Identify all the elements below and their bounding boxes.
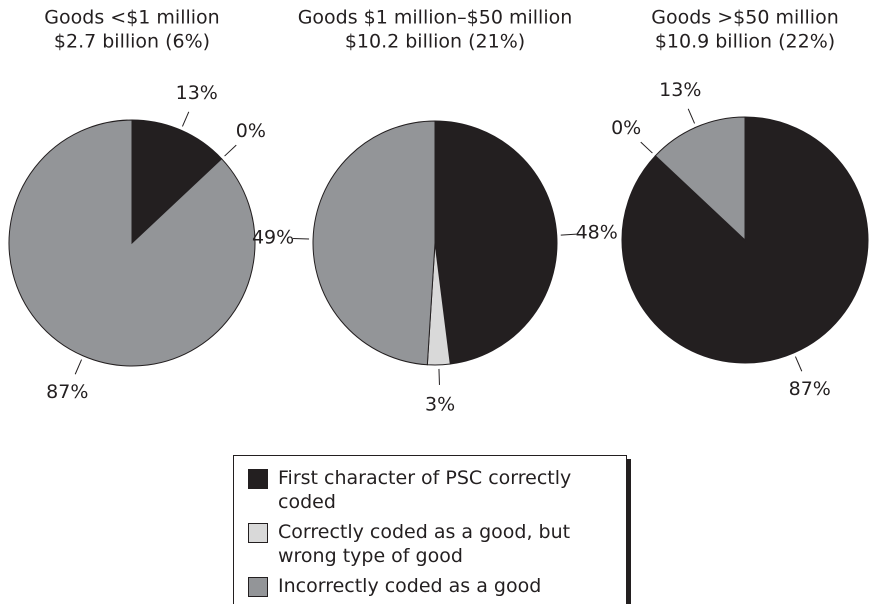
legend-label: Incorrectly coded as a good (278, 575, 542, 597)
chart-title: Goods <$1 million (44, 7, 219, 29)
legend: First character of PSC correctly coded Co… (233, 455, 627, 604)
pie-slice (312, 120, 436, 366)
pie-slice (8, 119, 256, 367)
leader-line (687, 108, 696, 124)
leader-line (560, 233, 577, 236)
leader-line (224, 144, 237, 157)
data-label: 3% (425, 393, 455, 415)
legend-label: Correctly coded as a good, but wrong typ… (278, 521, 571, 567)
data-label: 49% (252, 226, 294, 248)
data-label: 0% (611, 117, 641, 139)
leader-line (74, 359, 83, 375)
chart-subtitle: $2.7 billion (6%) (54, 31, 210, 53)
chart-title: Goods $1 million–$50 million (298, 7, 573, 29)
legend-label: First character of PSC correctly coded (278, 467, 572, 513)
pie-slice (434, 120, 558, 365)
leader-line (293, 238, 310, 240)
data-label: 48% (576, 221, 618, 243)
chart-subtitle: $10.9 billion (22%) (655, 31, 835, 53)
legend-item: Incorrectly coded as a good (248, 574, 626, 598)
legend-swatch (248, 469, 268, 489)
data-label: 13% (659, 79, 701, 101)
legend-item: First character of PSC correctly coded (248, 466, 626, 514)
data-label: 0% (236, 120, 266, 142)
data-label: 13% (176, 82, 218, 104)
chart-title: Goods >$50 million (651, 7, 839, 29)
chart-subtitle: $10.2 billion (21%) (345, 31, 525, 53)
leader-line (794, 356, 803, 372)
data-label: 87% (46, 381, 88, 403)
legend-item: Correctly coded as a good, but wrong typ… (248, 520, 626, 568)
legend-swatch (248, 523, 268, 543)
leader-line (640, 141, 653, 154)
pie-slice (654, 116, 746, 242)
legend-swatch (248, 577, 268, 597)
leader-line (438, 368, 440, 385)
leader-line (181, 111, 190, 127)
pie-slice (131, 119, 223, 245)
data-label: 87% (789, 378, 831, 400)
